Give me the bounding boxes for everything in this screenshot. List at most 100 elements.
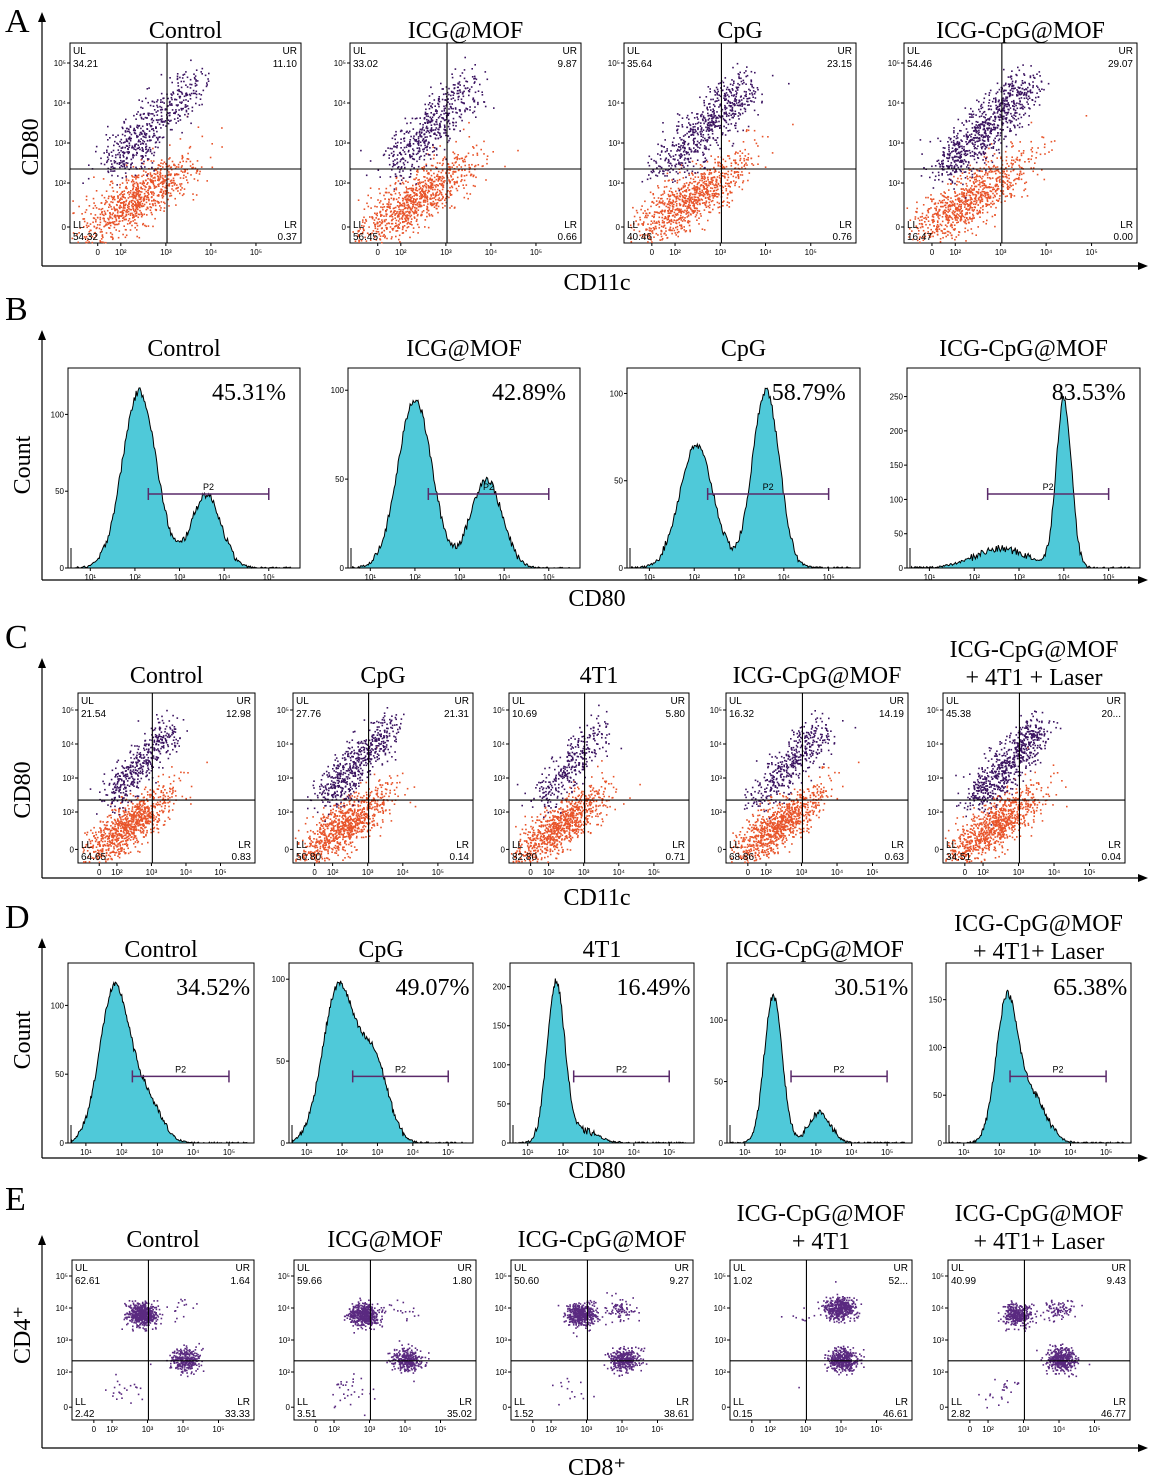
event-dot xyxy=(715,121,718,123)
event-dot xyxy=(179,183,181,185)
event-dot xyxy=(394,183,396,185)
event-dot xyxy=(162,121,164,123)
event-dot xyxy=(743,157,745,160)
event-dot xyxy=(153,109,156,111)
event-dot xyxy=(141,167,143,169)
event-dot xyxy=(959,200,961,202)
event-dot xyxy=(677,159,679,161)
event-dot xyxy=(389,176,392,178)
event-dot xyxy=(136,124,139,127)
event-dot xyxy=(103,152,105,154)
event-dot xyxy=(442,196,444,199)
event-dot xyxy=(735,181,737,183)
event-dot xyxy=(180,109,183,111)
event-dot xyxy=(89,223,92,225)
event-dot xyxy=(681,117,684,119)
event-dot xyxy=(135,148,137,151)
event-dot xyxy=(449,137,451,140)
event-dot xyxy=(145,201,148,204)
event-dot xyxy=(388,201,390,203)
event-dot xyxy=(418,150,420,153)
event-dot xyxy=(454,108,457,110)
event-dot xyxy=(406,210,409,213)
event-dot xyxy=(435,192,438,194)
event-dot xyxy=(409,208,412,211)
event-dot xyxy=(463,69,466,71)
event-dot xyxy=(420,205,422,208)
event-dot xyxy=(140,197,142,199)
plot-title: ICG-CpG@MOF xyxy=(936,18,1105,44)
event-dot xyxy=(159,109,162,111)
event-dot xyxy=(173,112,175,114)
event-dot xyxy=(707,178,709,181)
event-dot xyxy=(130,181,133,183)
event-dot xyxy=(165,192,167,195)
event-dot xyxy=(648,212,651,214)
event-dot xyxy=(164,180,166,183)
event-dot xyxy=(658,227,661,229)
event-dot xyxy=(391,147,393,150)
event-dot xyxy=(135,178,137,180)
event-dot xyxy=(390,210,392,212)
event-dot xyxy=(198,173,201,175)
plot-title: Control xyxy=(149,18,223,44)
event-dot xyxy=(462,128,465,131)
event-dot xyxy=(112,134,114,136)
event-dot xyxy=(680,162,682,164)
event-dot xyxy=(137,125,140,127)
event-dot xyxy=(715,178,718,181)
event-dot xyxy=(150,211,153,214)
event-dot xyxy=(369,160,372,162)
event-dot xyxy=(84,211,87,214)
event-dot xyxy=(108,154,110,156)
event-dot xyxy=(128,202,130,204)
event-dot xyxy=(679,164,682,166)
event-dot xyxy=(153,101,156,104)
event-dot xyxy=(956,221,958,224)
event-dot xyxy=(492,151,494,153)
event-dot xyxy=(133,148,135,150)
event-dot xyxy=(728,202,730,204)
event-dot xyxy=(653,236,655,238)
event-dot xyxy=(381,214,383,217)
event-dot xyxy=(914,216,917,218)
event-dot xyxy=(377,225,379,228)
event-dot xyxy=(733,82,735,84)
event-dot xyxy=(679,148,682,150)
event-dot xyxy=(140,138,142,140)
event-dot xyxy=(437,175,439,178)
event-dot xyxy=(684,205,687,207)
event-dot xyxy=(467,152,470,155)
event-dot xyxy=(163,102,165,104)
event-dot xyxy=(438,193,441,195)
event-dot xyxy=(437,211,439,214)
event-dot xyxy=(386,227,388,229)
event-dot xyxy=(404,217,406,220)
event-dot xyxy=(924,221,926,223)
event-dot xyxy=(417,182,419,184)
event-dot xyxy=(449,182,451,184)
event-dot xyxy=(136,113,138,115)
event-dot xyxy=(432,186,434,189)
event-dot xyxy=(436,188,439,191)
event-dot xyxy=(686,116,688,119)
event-dot xyxy=(86,222,89,224)
event-dot xyxy=(697,176,700,178)
event-dot xyxy=(190,83,193,86)
event-dot xyxy=(150,206,153,209)
event-dot xyxy=(142,222,145,225)
event-dot xyxy=(188,147,191,149)
event-dot xyxy=(112,212,114,214)
event-dot xyxy=(452,178,454,180)
event-dot xyxy=(184,113,186,116)
event-dot xyxy=(409,194,411,197)
event-dot xyxy=(132,220,134,222)
event-dot xyxy=(72,200,74,202)
event-dot xyxy=(111,236,114,238)
event-dot xyxy=(719,184,721,187)
event-dot xyxy=(675,205,678,207)
event-dot xyxy=(112,221,114,223)
event-dot xyxy=(743,165,745,167)
event-dot xyxy=(132,207,135,210)
event-dot xyxy=(373,222,375,224)
